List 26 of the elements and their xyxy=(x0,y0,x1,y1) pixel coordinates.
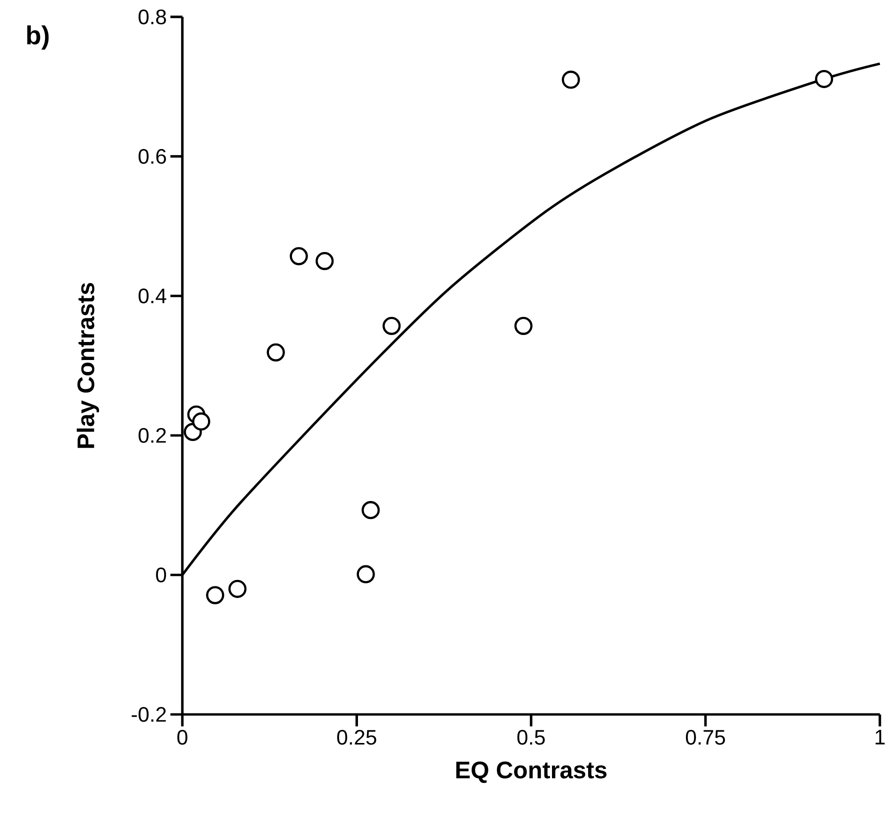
y-tick-label: 0.2 xyxy=(138,428,166,443)
point xyxy=(362,500,380,520)
text: b) xyxy=(27,25,49,50)
x-tick-label: 0 xyxy=(177,730,188,745)
point xyxy=(562,70,580,89)
point xyxy=(290,247,308,266)
y-tick-label: -0.2 xyxy=(132,707,166,722)
y-axis-title: Play Contrasts xyxy=(76,282,100,448)
x-tick-label: 0.5 xyxy=(517,730,545,745)
point xyxy=(382,316,401,335)
point xyxy=(815,70,834,88)
point xyxy=(206,586,224,604)
y-tick-label: 0 xyxy=(156,568,166,582)
point xyxy=(192,412,210,431)
y-tick-label: 0.6 xyxy=(138,149,166,164)
point xyxy=(316,252,334,270)
x-axis-title: EQ Contrasts xyxy=(456,762,607,783)
x-tick-label: 1 xyxy=(876,730,885,744)
point xyxy=(356,565,375,584)
y-tick-label: 0.8 xyxy=(138,10,166,24)
y-tick-label: 0.4 xyxy=(138,288,166,304)
point xyxy=(514,316,532,335)
x-tick-label: 0.25 xyxy=(337,730,376,745)
point xyxy=(228,580,247,598)
x-tick-label: 0.75 xyxy=(686,730,725,745)
point xyxy=(266,343,285,362)
